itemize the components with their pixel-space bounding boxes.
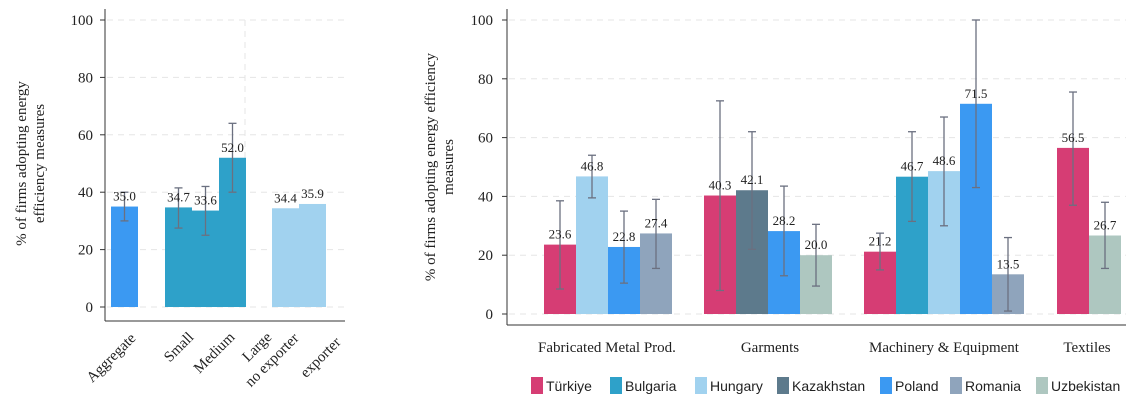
legend-label: Kazakhstan: [792, 378, 865, 394]
x-group-label: Fabricated Metal Prod.: [538, 340, 676, 356]
data-label: 28.2: [773, 213, 796, 228]
legend-swatch: [880, 377, 892, 394]
data-label: 26.7: [1094, 218, 1117, 233]
y-tick-label: 100: [471, 13, 494, 29]
y-axis-title-line-2: measures: [441, 139, 457, 195]
data-label: 71.5: [965, 86, 988, 101]
y-tick-label: 20: [78, 243, 93, 259]
data-label: 34.4: [274, 190, 297, 205]
chart-right: 0 20 40 60 80 100 % of firms adopting energy e…: [423, 9, 1126, 394]
y-tick-label: 60: [478, 131, 493, 147]
legend-label: Romania: [965, 378, 1021, 394]
legend-swatch: [1036, 377, 1048, 394]
data-label: 46.8: [581, 158, 604, 173]
y-tick-label: 0: [486, 307, 494, 323]
x-group-label: Machinery & Equipment: [869, 340, 1020, 356]
legend-label: Hungary: [710, 378, 763, 394]
y-axis-title-line-1: % of firms adopting energy efficiency: [423, 52, 439, 281]
x-tick-label: Aggregate: [84, 330, 140, 386]
legend-swatch: [531, 377, 543, 394]
y-tick-label: 40: [478, 189, 493, 205]
x-tick-label: exporter: [298, 335, 345, 382]
data-label: 48.6: [933, 153, 956, 168]
y-axis-title-line-2: efficiency measures: [32, 104, 48, 223]
x-tick-label: Small: [161, 330, 197, 366]
data-label: 40.3: [709, 178, 732, 193]
legend-swatch: [777, 377, 789, 394]
y-tick-label: 40: [78, 185, 93, 201]
x-group-label: Garments: [741, 340, 799, 356]
x-tick-label: Medium: [191, 329, 238, 376]
legend-label: Uzbekistan: [1051, 378, 1120, 394]
legend-label: Poland: [895, 378, 939, 394]
bar: [576, 176, 608, 314]
bar: [272, 208, 299, 307]
data-label: 13.5: [997, 256, 1020, 271]
y-tick-label: 100: [71, 13, 94, 29]
bar: [111, 206, 138, 307]
data-label: 20.0: [805, 237, 828, 252]
y-axis-title-line-1: % of firms adopting energy: [14, 81, 30, 246]
y-tick-label: 0: [86, 300, 94, 316]
data-label: 46.7: [901, 159, 924, 174]
y-tick-label: 20: [478, 248, 493, 264]
bar: [299, 203, 326, 307]
y-tick-label: 80: [78, 70, 93, 86]
y-tick-label: 80: [478, 72, 493, 88]
data-label: 22.8: [613, 229, 636, 244]
data-label: 56.5: [1062, 130, 1085, 145]
data-label: 27.4: [645, 215, 668, 230]
data-label: 35.9: [301, 186, 324, 201]
data-label: 21.2: [869, 234, 892, 249]
legend-swatch: [950, 377, 962, 394]
data-label: 42.1: [741, 172, 764, 187]
data-label: 33.6: [194, 193, 217, 208]
data-label: 34.7: [167, 189, 190, 204]
data-label: 35.0: [113, 189, 136, 204]
data-label: 52.0: [221, 140, 244, 155]
y-tick-label: 60: [78, 128, 93, 144]
chart-left: 0 20 40 60 80 100 % of firms adopting energy ef…: [14, 9, 345, 390]
legend-swatch: [610, 377, 622, 394]
legend-swatch: [695, 377, 707, 394]
legend-label: Türkiye: [546, 378, 592, 394]
data-label: 23.6: [549, 227, 572, 242]
legend-label: Bulgaria: [625, 378, 677, 394]
x-group-label: Textiles: [1063, 340, 1110, 356]
